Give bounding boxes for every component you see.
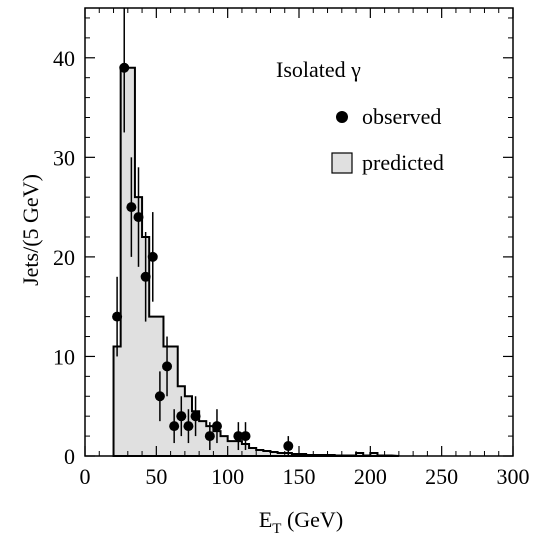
observed-point <box>126 157 137 257</box>
y-tick-label: 0 <box>64 444 75 469</box>
observed-marker <box>211 421 222 432</box>
legend-title: Isolated γ <box>276 57 361 82</box>
observed-marker <box>190 411 201 422</box>
observed-point <box>140 232 151 322</box>
observed-point <box>190 396 201 437</box>
observed-point <box>176 396 187 437</box>
observed-marker <box>162 361 173 372</box>
axes: 0 50 100 150 200 250 300 0 10 20 30 40 <box>53 7 530 489</box>
observed-marker <box>119 62 130 73</box>
observed-point <box>183 409 194 444</box>
y-tick-label: 40 <box>53 46 75 71</box>
observed-marker <box>283 441 294 452</box>
y-axis-label: Jets/(5 GeV) <box>18 174 43 286</box>
observed-point <box>112 276 123 357</box>
y-tick-label: 10 <box>53 344 75 369</box>
legend-predicted-swatch <box>331 152 353 174</box>
x-tick-label: 300 <box>497 464 530 489</box>
x-tick-label: 200 <box>354 464 387 489</box>
x-tick-label: 250 <box>425 464 458 489</box>
y-tick-label: 20 <box>53 245 75 270</box>
observed-point <box>154 371 165 422</box>
observed-point <box>133 167 144 267</box>
observed-marker <box>233 431 244 442</box>
observed-marker <box>169 421 180 432</box>
observed-point <box>162 336 173 397</box>
observed-point <box>147 212 158 302</box>
observed-point <box>283 436 294 456</box>
observed-marker <box>176 411 187 422</box>
observed-marker <box>126 202 137 213</box>
observed-marker <box>140 271 151 282</box>
observed-point <box>119 8 130 133</box>
observed-points <box>112 8 294 456</box>
observed-point <box>204 422 215 451</box>
x-tick-label: 150 <box>283 464 316 489</box>
observed-point <box>169 409 180 444</box>
observed-marker <box>133 212 144 223</box>
observed-marker <box>112 311 123 322</box>
x-tick-label: 100 <box>211 464 244 489</box>
observed-point <box>240 422 251 451</box>
y-tick-label: 30 <box>53 145 75 170</box>
legend-observed-label: observed <box>362 104 441 129</box>
legend-observed-marker <box>336 111 348 123</box>
observed-marker <box>204 431 215 442</box>
observed-point <box>211 409 222 444</box>
legend: Isolated γ observed predicted <box>276 57 444 175</box>
observed-marker <box>183 421 194 432</box>
x-axis-label: ET (GeV) <box>259 507 343 535</box>
observed-marker <box>240 431 251 442</box>
legend-predicted-label: predicted <box>362 150 444 175</box>
observed-marker <box>147 251 158 262</box>
x-tick-label: 0 <box>80 464 91 489</box>
x-tick-label: 50 <box>145 464 167 489</box>
observed-point <box>233 422 244 451</box>
observed-marker <box>154 391 165 402</box>
